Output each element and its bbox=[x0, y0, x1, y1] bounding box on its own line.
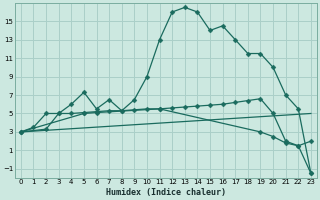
X-axis label: Humidex (Indice chaleur): Humidex (Indice chaleur) bbox=[106, 188, 226, 197]
